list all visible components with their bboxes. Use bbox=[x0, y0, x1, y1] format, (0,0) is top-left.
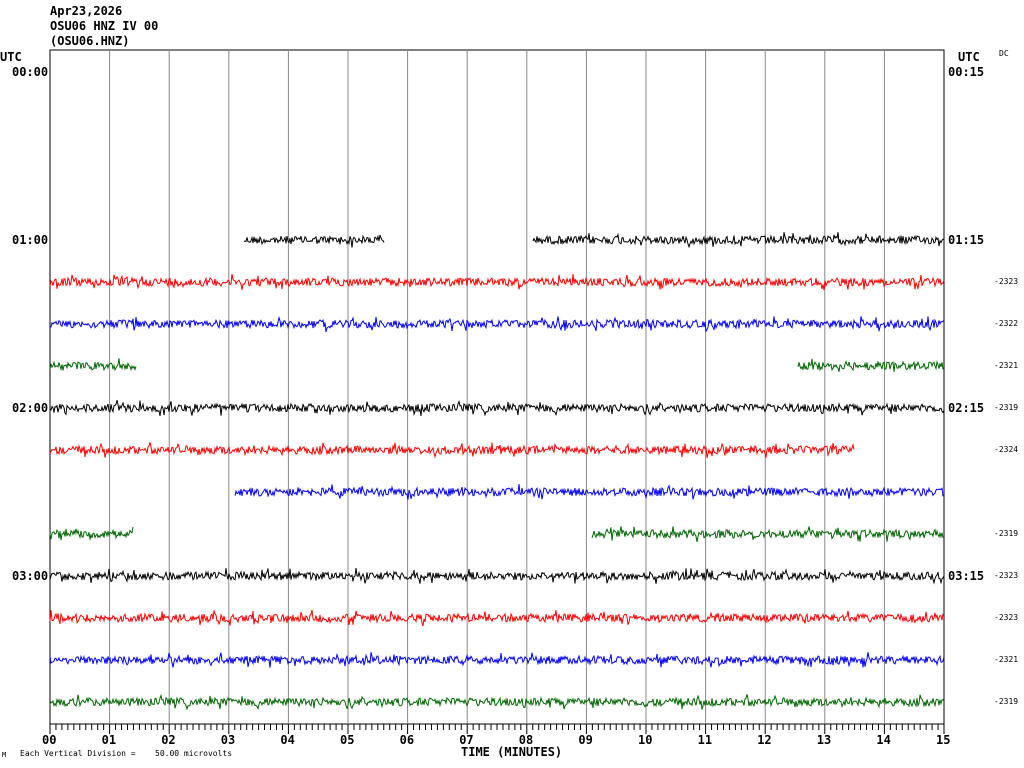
seismic-trace bbox=[49, 609, 945, 627]
left-utc-title: UTC bbox=[0, 50, 22, 64]
left-time-label: 00:00 bbox=[12, 65, 49, 79]
right-time-label: 00:15 bbox=[948, 65, 985, 79]
dc-offset-label: -2319 bbox=[994, 529, 1019, 538]
seismic-trace bbox=[49, 526, 134, 541]
x-tick-label: 13 bbox=[816, 733, 832, 747]
left-time-label: 01:00 bbox=[12, 233, 49, 247]
x-tick-label: 12 bbox=[757, 733, 772, 747]
x-tick-label: 11 bbox=[697, 733, 713, 747]
x-tick-label: 09 bbox=[578, 733, 593, 747]
dc-offset-label: -2323 bbox=[994, 277, 1019, 286]
dc-label: DC bbox=[999, 49, 1009, 58]
seismic-trace bbox=[591, 526, 944, 542]
x-tick-label: 04 bbox=[280, 733, 295, 747]
seismic-trace bbox=[532, 232, 945, 249]
seismic-trace bbox=[49, 567, 945, 585]
left-time-label: 03:00 bbox=[12, 569, 49, 583]
seismic-trace bbox=[49, 315, 945, 333]
x-tick-label: 14 bbox=[876, 733, 891, 747]
x-axis-title: TIME (MINUTES) bbox=[461, 745, 563, 759]
dc-offset-label: -2319 bbox=[994, 697, 1019, 706]
seismic-trace bbox=[49, 693, 945, 711]
scale-value: 50.00 microvolts bbox=[155, 749, 233, 758]
x-tick-label: 03 bbox=[220, 733, 236, 747]
seismic-trace bbox=[243, 234, 385, 248]
scale-mark: M bbox=[2, 751, 7, 759]
station-code-label: (OSU06.HNZ) bbox=[50, 34, 130, 48]
x-tick-label: 01 bbox=[101, 733, 117, 747]
right-time-label: 01:15 bbox=[948, 233, 985, 247]
x-tick-label: 15 bbox=[936, 733, 951, 747]
x-tick-label: 00 bbox=[42, 733, 57, 747]
x-tick-label: 05 bbox=[340, 733, 355, 747]
right-utc-title: UTC bbox=[958, 50, 980, 64]
right-time-label: 03:15 bbox=[948, 569, 985, 583]
x-tick-label: 06 bbox=[399, 733, 415, 747]
left-time-label: 02:00 bbox=[12, 401, 49, 415]
right-time-label: 02:15 bbox=[948, 401, 985, 415]
seismic-trace bbox=[49, 358, 137, 372]
date-label: Apr23,2026 bbox=[50, 4, 123, 18]
station-label: OSU06 HNZ IV 00 bbox=[50, 19, 159, 33]
scale-note: Each Vertical Division = bbox=[20, 749, 136, 758]
seismic-trace bbox=[49, 442, 855, 459]
x-tick-label: 10 bbox=[638, 733, 653, 747]
seismic-trace bbox=[49, 399, 945, 417]
seismic-trace bbox=[49, 652, 945, 668]
plot-frame bbox=[49, 49, 945, 725]
dc-offset-label: -2323 bbox=[994, 613, 1019, 622]
dc-offset-label: -2319 bbox=[994, 403, 1019, 412]
x-tick-label: 02 bbox=[161, 733, 176, 747]
seismic-trace bbox=[49, 273, 945, 290]
dc-offset-label: -2321 bbox=[994, 361, 1019, 370]
dc-offset-label: -2324 bbox=[994, 445, 1019, 454]
x-tick-label: 07 bbox=[459, 733, 474, 747]
seismic-trace bbox=[797, 358, 945, 372]
dc-offset-label: -2321 bbox=[994, 655, 1019, 664]
x-tick-label: 08 bbox=[518, 733, 534, 747]
dc-offset-label: -2323 bbox=[994, 571, 1019, 580]
seismic-trace bbox=[234, 483, 945, 500]
dc-offset-label: -2322 bbox=[994, 319, 1019, 328]
